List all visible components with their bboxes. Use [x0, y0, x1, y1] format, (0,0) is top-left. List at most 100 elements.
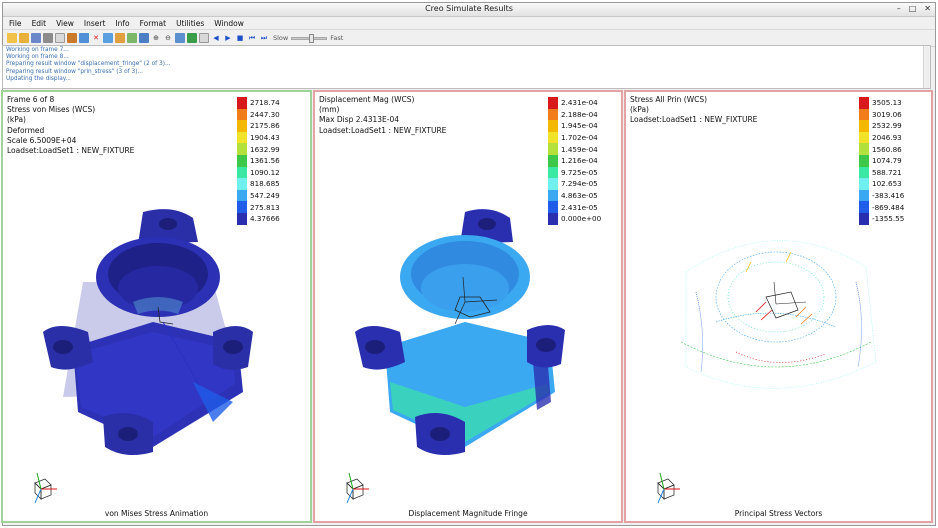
legend-swatch	[548, 97, 558, 109]
frame-label: Frame 6 of 8	[7, 95, 55, 104]
legend-row: 818.685	[237, 178, 337, 190]
open-icon[interactable]	[19, 33, 29, 43]
menu-insert[interactable]: Insert	[83, 18, 106, 28]
legend-row: -383.416	[859, 189, 938, 202]
color-legend-von-mises: 2718.74 2447.30 2175.86 1904.43 1632.99 1361.…	[237, 97, 337, 225]
legend-row: 1.459e-04	[548, 143, 648, 155]
result-window-displacement[interactable]: Displacement Mag (WCS) (mm) Max Disp 2.4…	[313, 90, 623, 523]
delete-icon[interactable]: ✕	[93, 34, 99, 42]
save-icon[interactable]	[31, 33, 41, 43]
play-icon[interactable]: ▶	[225, 34, 231, 42]
legend-row: 4.863e-05	[548, 189, 648, 202]
message-line: Working on frame 7...	[6, 47, 69, 53]
result-window-principal-stress[interactable]: Stress All Prin (WCS) (kPa) Loadset:Load…	[624, 90, 933, 523]
legend-swatch	[859, 212, 869, 225]
legend-row: 0.000e+00	[548, 212, 648, 225]
legend-swatch	[548, 166, 558, 179]
slow-label: Slow	[273, 34, 289, 42]
legend-swatch	[859, 178, 869, 190]
menu-file[interactable]: File	[9, 18, 22, 28]
legend-value: 547.249	[250, 191, 280, 201]
result-info-principal-stress: Stress All Prin (WCS) (kPa) Loadset:Load…	[630, 95, 757, 126]
menu-view[interactable]: View	[56, 18, 74, 28]
legend-value: 3019.06	[872, 109, 902, 119]
legend-swatch	[548, 131, 558, 144]
spin-icon[interactable]	[199, 33, 209, 43]
message-scrollbar[interactable]	[923, 46, 930, 88]
legend-swatch	[859, 143, 869, 155]
step-forward-icon[interactable]: ⏭	[260, 34, 268, 42]
legend-row: 2.431e-05	[548, 201, 648, 213]
legend-row: 1.702e-04	[548, 131, 648, 144]
close-icon[interactable]: ✕	[924, 4, 931, 13]
legend-swatch	[859, 120, 869, 132]
legend-row: 1904.43	[237, 131, 337, 144]
menu-edit[interactable]: Edit	[31, 18, 47, 28]
window-title: Creo Simulate Results	[425, 4, 513, 13]
blank-window-icon[interactable]	[115, 33, 125, 43]
step-back-icon[interactable]: ◀	[213, 34, 219, 42]
minimize-icon[interactable]: –	[896, 4, 901, 13]
zoom-in-icon[interactable]: ⊕	[153, 34, 159, 42]
menu-format[interactable]: Format	[139, 18, 167, 28]
legend-swatch	[237, 108, 247, 121]
legend-value: 4.37666	[250, 214, 280, 224]
axis-triad-icon	[346, 472, 369, 504]
legend-value: 7.294e-05	[561, 179, 598, 189]
speed-slider-thumb[interactable]	[309, 33, 315, 43]
model-icon[interactable]	[127, 33, 137, 43]
legend-value: 1.459e-04	[561, 144, 598, 154]
color-legend-displacement: 2.431e-04 2.188e-04 1.945e-04 1.702e-04 1.45…	[548, 97, 648, 225]
stop-icon[interactable]: ■	[236, 34, 244, 42]
zoom-out-icon[interactable]: ⊖	[165, 34, 171, 42]
menu-utilities[interactable]: Utilities	[176, 18, 205, 28]
result-window-von-mises[interactable]: Frame 6 of 8 Stress von Mises (WCS) (kPa…	[1, 90, 312, 523]
window-caption: von Mises Stress Animation	[104, 509, 209, 518]
legend-row: 2532.99	[859, 120, 938, 132]
copy-icon[interactable]	[55, 33, 65, 43]
legend-value: 2447.30	[250, 109, 280, 119]
legend-swatch	[237, 212, 247, 225]
units-label: (kPa)	[7, 115, 26, 125]
legend-value: 3505.13	[872, 98, 902, 108]
units-label: (kPa)	[630, 105, 649, 115]
legend-swatch	[237, 178, 247, 190]
legend-value: 2046.93	[872, 133, 902, 143]
rotate-icon[interactable]	[187, 33, 197, 43]
legend-value: 275.813	[250, 202, 280, 212]
show-window-icon[interactable]	[103, 33, 113, 43]
legend-row: 1361.56	[237, 154, 337, 167]
message-line: Working on frame 8...	[6, 54, 69, 61]
legend-row: 588.721	[859, 166, 938, 179]
message-line: Preparing result window "displacement_fr…	[6, 61, 171, 68]
loadset-label: Loadset:LoadSet1 : NEW_FIXTURE	[630, 115, 758, 125]
quantity-label: Stress von Mises (WCS)	[7, 105, 96, 115]
legend-row: 2.188e-04	[548, 108, 648, 121]
legend-swatch	[548, 143, 558, 155]
legend-value: 0.000e+00	[561, 214, 602, 224]
speed-slider[interactable]	[291, 33, 328, 43]
legend-swatch	[237, 154, 247, 167]
legend-row: 3505.13	[859, 97, 938, 109]
menu-window[interactable]: Window	[214, 18, 244, 28]
legend-swatch	[859, 189, 869, 202]
legend-swatch	[859, 166, 869, 179]
new-window-icon[interactable]	[7, 33, 17, 43]
print-icon[interactable]	[43, 33, 53, 43]
legend-value: 1904.43	[250, 133, 280, 143]
legend-swatch	[859, 97, 869, 109]
window-caption: Displacement Magnitude Fringe	[408, 509, 528, 518]
refit-icon[interactable]	[139, 33, 149, 43]
units-label: (mm)	[319, 105, 340, 115]
legend-row: 275.813	[237, 201, 337, 213]
view-icon[interactable]	[175, 33, 185, 43]
edit-definition-icon[interactable]	[67, 33, 77, 43]
maximize-icon[interactable]: □	[908, 4, 917, 13]
rewind-icon[interactable]: ⏮	[248, 34, 256, 42]
legend-swatch	[548, 201, 558, 213]
model-view-von-mises	[43, 209, 253, 456]
insert-icon[interactable]	[79, 33, 89, 43]
menu-info[interactable]: Info	[115, 18, 130, 28]
legend-value: 588.721	[872, 167, 902, 177]
legend-value: 1074.79	[872, 156, 902, 166]
